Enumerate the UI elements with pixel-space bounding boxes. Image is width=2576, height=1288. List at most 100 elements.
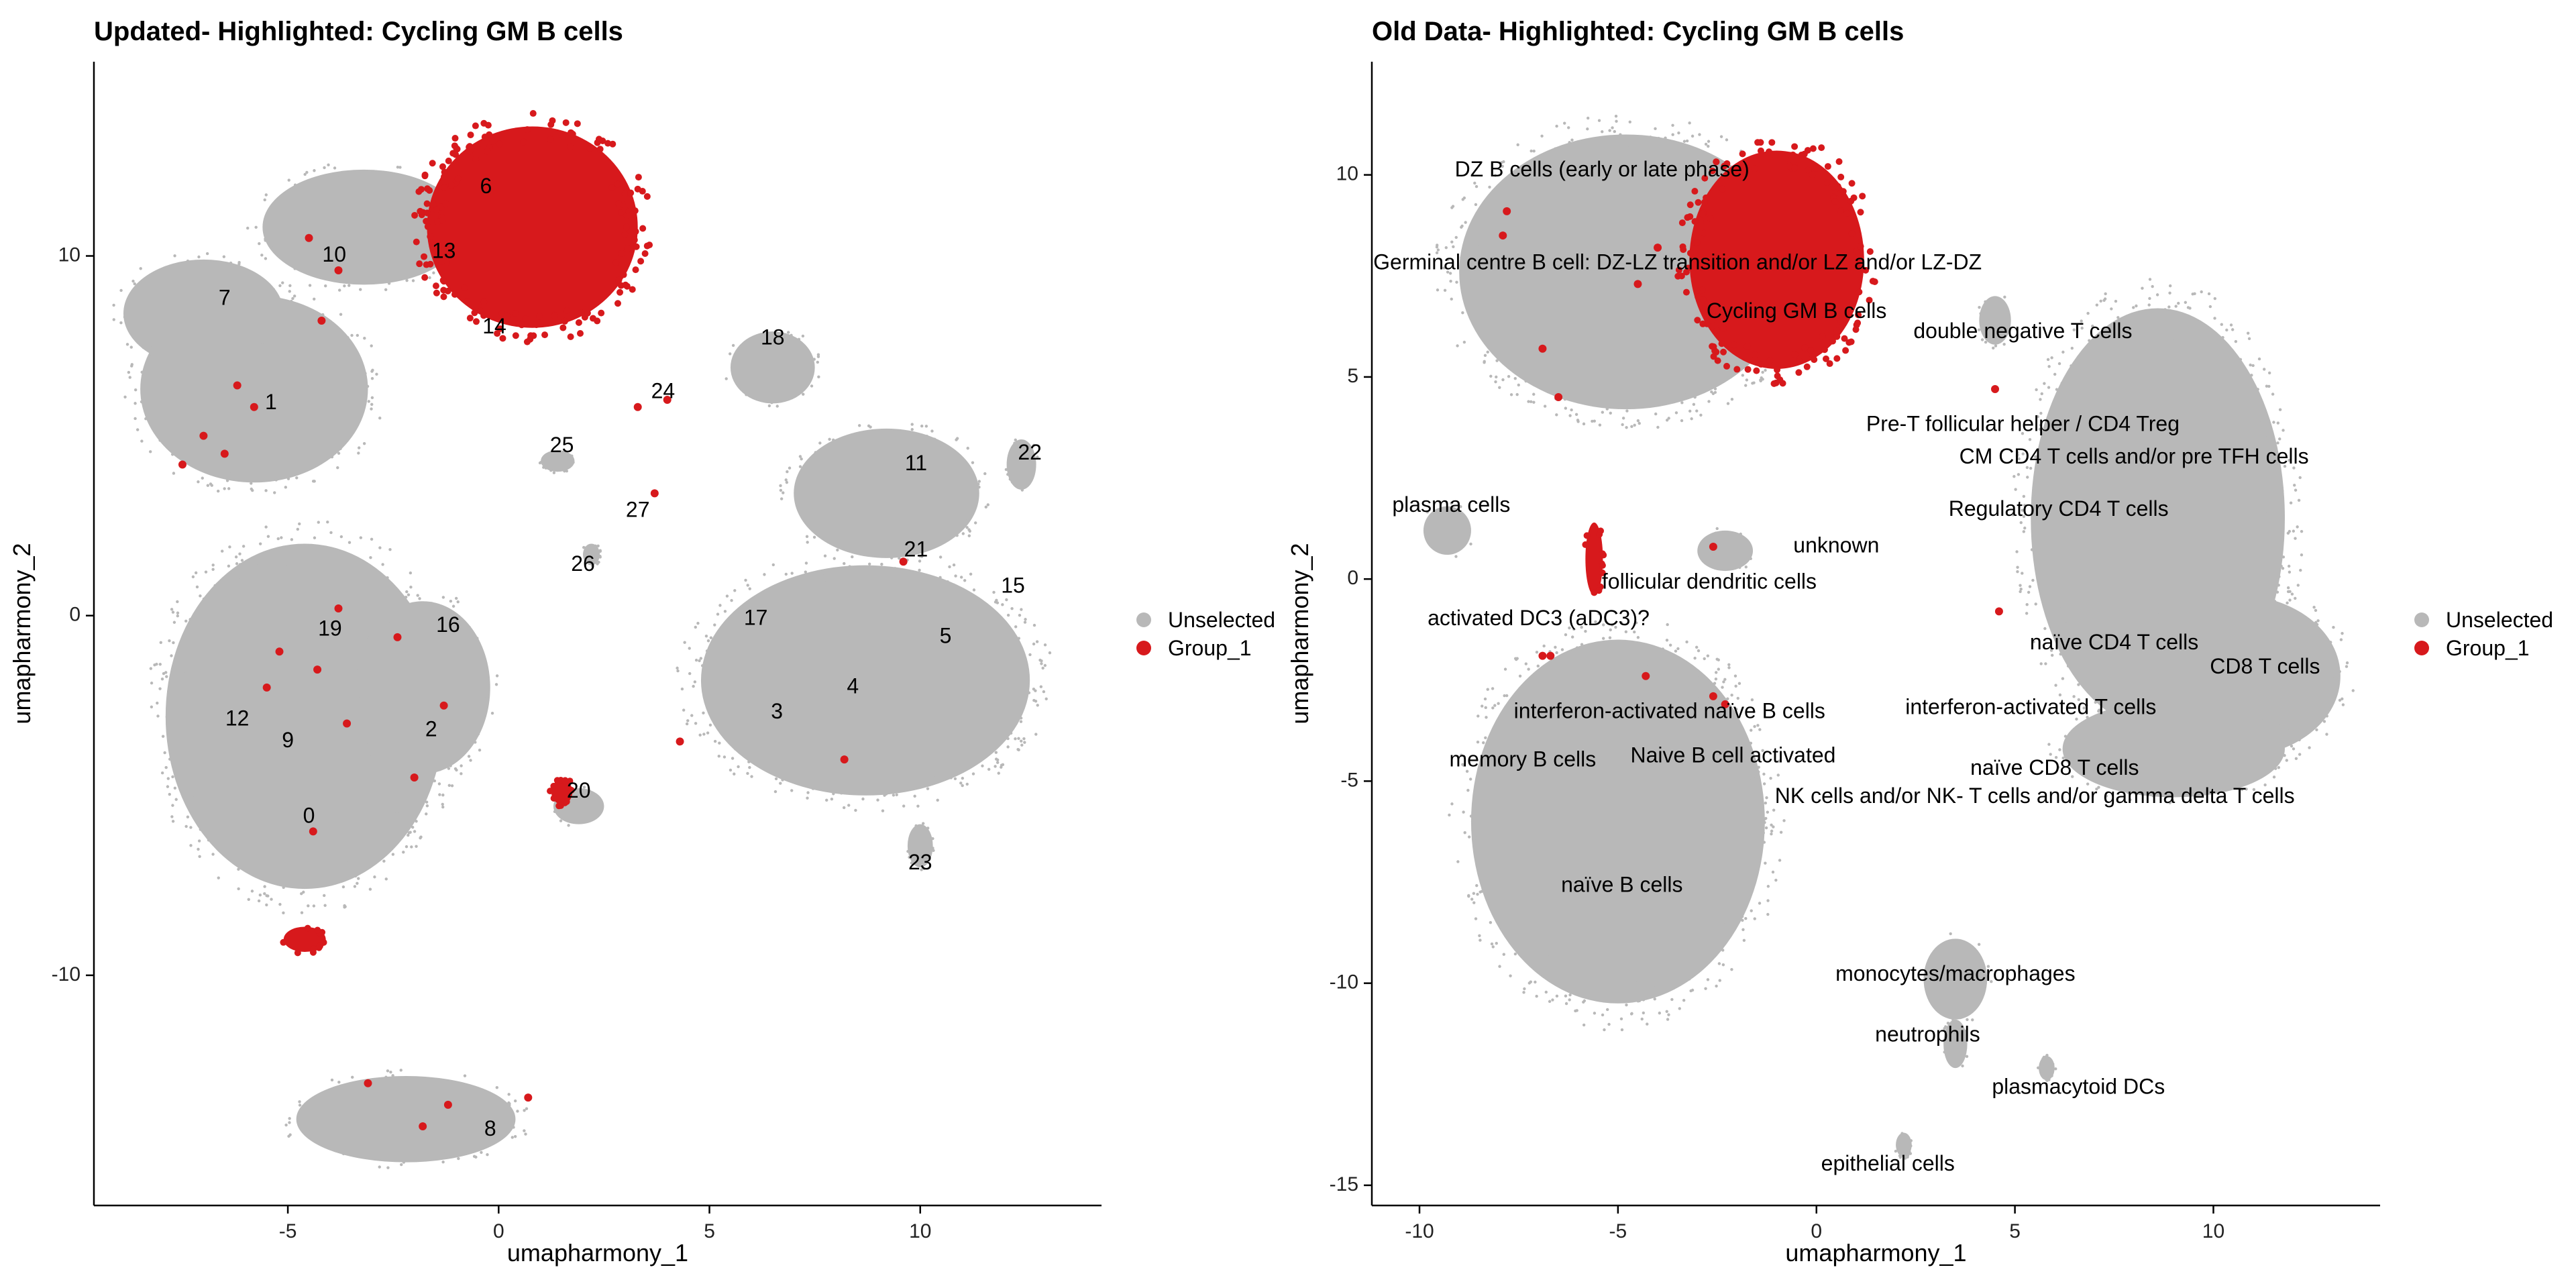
- cell-point: [817, 375, 820, 379]
- cell-point: [1748, 843, 1752, 846]
- cell-point: [1474, 917, 1478, 920]
- cell-point: [387, 282, 391, 285]
- cell-point-selected: [250, 402, 258, 411]
- cell-point: [306, 553, 309, 556]
- cell-point: [397, 759, 400, 763]
- cell-point: [2288, 570, 2292, 574]
- cell-point: [802, 392, 805, 396]
- legend: Unselected Group_1: [2414, 608, 2553, 660]
- cell-point: [172, 621, 176, 624]
- cell-point: [1481, 254, 1485, 258]
- cell-point: [308, 272, 312, 276]
- cell-point: [1690, 665, 1694, 669]
- cell-point: [441, 802, 444, 806]
- cell-point: [1509, 974, 1512, 977]
- cell-point: [1552, 667, 1555, 670]
- legend-group-swatch: [2414, 641, 2429, 655]
- cell-point: [877, 577, 881, 580]
- cell-point: [2016, 566, 2019, 569]
- cell-point: [1560, 648, 1564, 651]
- cell-point-selected: [1721, 700, 1729, 708]
- cell-point: [1566, 380, 1569, 383]
- cell-point: [288, 1121, 291, 1124]
- cell-point: [1486, 238, 1490, 241]
- cell-point: [170, 608, 174, 611]
- cell-point: [1774, 366, 1781, 374]
- cell-point: [2314, 639, 2317, 643]
- cell-point: [2055, 388, 2059, 391]
- cell-point: [1903, 1157, 1907, 1160]
- cell-point: [428, 276, 431, 280]
- cell-point: [415, 845, 418, 848]
- cell-point: [238, 563, 242, 566]
- cell-point: [418, 597, 421, 600]
- cell-point: [512, 1126, 515, 1129]
- cell-point: [372, 647, 376, 650]
- cell-point: [300, 892, 303, 896]
- cell-point: [711, 696, 715, 699]
- cell-point: [713, 623, 716, 627]
- cell-point: [2066, 633, 2070, 636]
- cell-point: [959, 782, 963, 785]
- cell-point: [2325, 714, 2328, 718]
- cell-point: [471, 309, 478, 317]
- cell-point: [929, 590, 932, 594]
- cell-point: [172, 747, 176, 751]
- cell-point: [2275, 472, 2279, 475]
- cell-point: [1748, 859, 1751, 863]
- cell-point: [523, 1109, 526, 1112]
- cell-point: [1646, 665, 1649, 669]
- cell-point: [2283, 464, 2287, 468]
- cell-point: [1553, 978, 1556, 982]
- cell-point: [932, 773, 935, 777]
- cell-point: [1735, 769, 1738, 773]
- cell-point: [1489, 374, 1493, 378]
- cell-point: [2066, 664, 2070, 668]
- cell-point: [609, 140, 616, 148]
- cell-point: [1636, 636, 1640, 639]
- cell-point: [2278, 606, 2282, 609]
- cluster-label: 10: [322, 242, 346, 266]
- cell-point: [997, 771, 1000, 775]
- cell-point: [162, 429, 165, 433]
- cell-point: [282, 911, 285, 914]
- cell-point: [2032, 640, 2035, 644]
- x-tick-label: -5: [279, 1220, 297, 1242]
- cell-point-selected: [262, 683, 271, 692]
- cell-point: [1772, 825, 1775, 828]
- cell-point: [1682, 972, 1686, 976]
- cell-point: [2273, 605, 2277, 608]
- cell-point: [933, 590, 936, 594]
- cell-point: [1751, 382, 1754, 385]
- cell-point: [2145, 699, 2148, 702]
- cell-point: [1522, 991, 1525, 994]
- cell-point: [193, 612, 197, 616]
- cell-point: [1625, 409, 1629, 413]
- cell-point: [2275, 723, 2278, 727]
- cell-point: [2100, 364, 2103, 368]
- cell-point: [175, 699, 179, 703]
- cell-point: [1515, 392, 1519, 396]
- cell-point: [293, 302, 297, 305]
- cell-point: [1524, 379, 1527, 383]
- cell-point: [315, 872, 319, 875]
- cell-point: [2210, 340, 2214, 343]
- cell-point: [2300, 529, 2304, 533]
- cell-point: [429, 160, 436, 167]
- y-axis-title: umapharmony_2: [8, 543, 36, 724]
- cell-point: [1986, 965, 1990, 968]
- cell-point: [1621, 417, 1625, 420]
- cell-point: [2104, 292, 2107, 296]
- cell-point: [311, 462, 315, 465]
- cell-point: [1621, 139, 1625, 143]
- cell-point: [160, 771, 164, 775]
- cell-point: [1833, 327, 1841, 335]
- cell-point: [1042, 690, 1046, 694]
- cell-point: [1001, 603, 1004, 606]
- cell-point: [1739, 150, 1746, 158]
- cell-point: [590, 564, 594, 568]
- cell-point: [643, 193, 651, 200]
- cell-point: [1749, 557, 1752, 560]
- cell-point: [1750, 909, 1753, 912]
- cell-point: [2047, 365, 2051, 368]
